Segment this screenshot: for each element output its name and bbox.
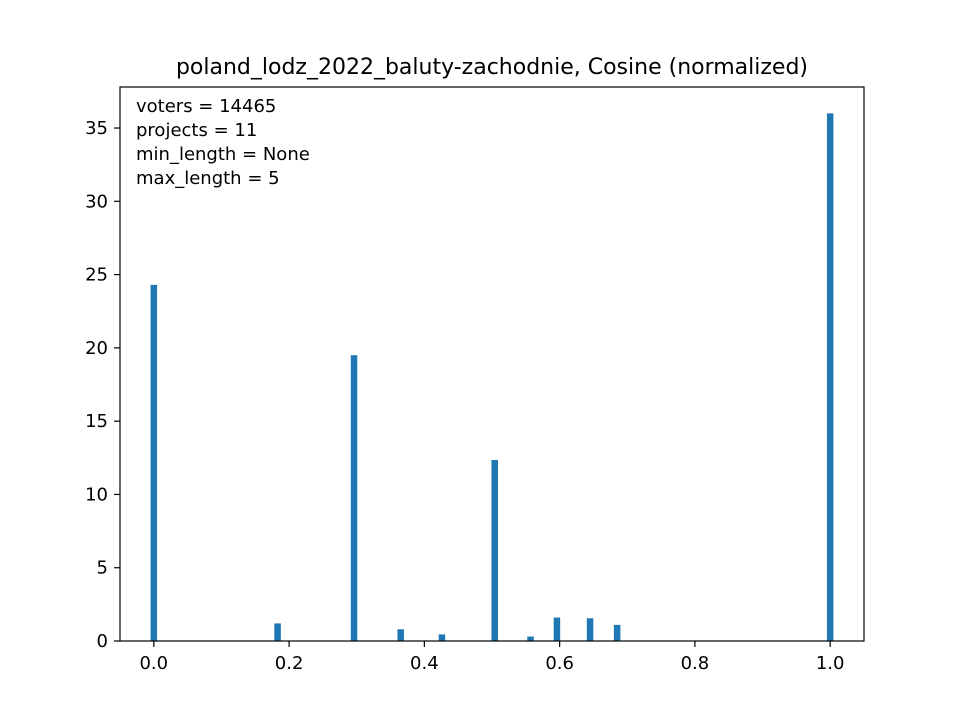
axes-layer: 0.0 0.2 0.4 0.6 0.8 1.0 0 5 10 15 20 25 30 35 [85, 86, 865, 674]
histogram-bar [274, 623, 281, 641]
y-tick-label: 0 [97, 631, 108, 652]
y-tick-label: 5 [97, 558, 108, 579]
annotation-line: max_length = 5 [136, 168, 280, 189]
plot-frame [119, 86, 865, 642]
histogram-bar [491, 460, 498, 641]
annotations-layer: voters = 14465 projects = 11 min_length = … [136, 96, 310, 189]
bars-layer [150, 113, 834, 641]
x-tick-label: 0.4 [410, 653, 439, 674]
histogram-bar [586, 618, 594, 641]
y-tick-label: 25 [85, 265, 108, 286]
histogram-bar [613, 624, 621, 641]
histogram-bar [553, 617, 561, 641]
histogram-bar [350, 355, 358, 641]
chart-title: poland_lodz_2022_baluty-zachodnie, Cosin… [176, 55, 808, 80]
y-tick-label: 35 [85, 118, 108, 139]
histogram-bar [150, 284, 158, 641]
annotation-line: min_length = None [136, 144, 310, 165]
y-tick-label: 15 [85, 411, 108, 432]
histogram-bar [826, 113, 834, 641]
annotation-line: voters = 14465 [136, 96, 276, 117]
x-tick-label: 0.8 [681, 653, 710, 674]
y-tick-label: 30 [85, 191, 108, 212]
y-tick-label: 20 [85, 338, 108, 359]
annotation-line: projects = 11 [136, 120, 257, 141]
x-tick-label: 0.0 [139, 653, 168, 674]
y-tick-label: 10 [85, 484, 108, 505]
x-tick-label: 1.0 [816, 653, 845, 674]
histogram-bar [438, 634, 446, 641]
x-tick-label: 0.2 [275, 653, 304, 674]
histogram-bar [397, 629, 404, 641]
histogram-bar [527, 636, 534, 641]
x-tick-label: 0.6 [545, 653, 574, 674]
